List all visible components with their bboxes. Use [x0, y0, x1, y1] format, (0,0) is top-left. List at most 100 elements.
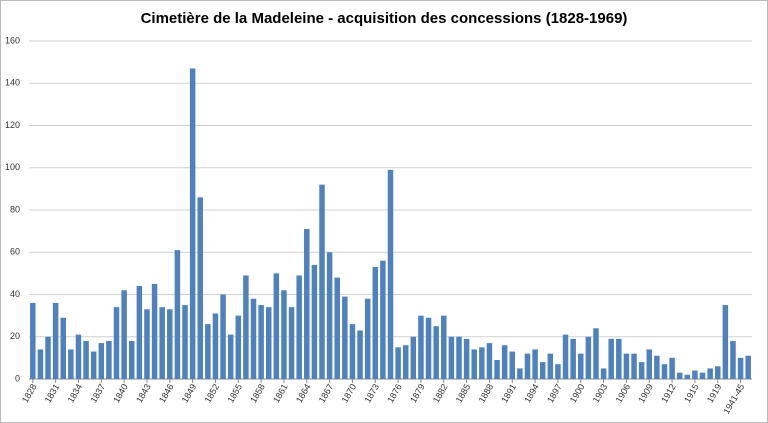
bar: [60, 317, 66, 379]
y-tick-label: 60: [10, 247, 20, 257]
bar: [159, 307, 165, 379]
bar: [715, 366, 721, 379]
bar: [243, 275, 249, 379]
bar: [684, 374, 691, 379]
bar: [349, 324, 356, 379]
bar: [304, 229, 310, 379]
bar: [539, 362, 546, 379]
bar: [37, 349, 44, 379]
bar: [479, 347, 485, 379]
bar: [212, 313, 219, 379]
bar: [555, 364, 561, 379]
bar: [167, 309, 173, 379]
bar: [532, 349, 538, 379]
chart-title: Cimetière de la Madeleine - acquisition …: [141, 10, 628, 27]
bar: [75, 334, 82, 379]
bar: [402, 345, 409, 379]
bar: [136, 286, 143, 379]
bar: [616, 338, 622, 379]
bar: [387, 169, 394, 379]
bar: [623, 353, 630, 379]
bar: [570, 338, 576, 379]
bar: [410, 336, 417, 379]
bar: [676, 372, 683, 379]
bar: [608, 338, 614, 379]
bar: [654, 355, 660, 379]
bar: [433, 326, 439, 379]
bar: [121, 290, 127, 379]
bar: [129, 340, 135, 379]
bar: [45, 336, 51, 379]
bar: [562, 334, 569, 379]
bar: [319, 184, 325, 379]
bar: [692, 370, 698, 379]
bar: [722, 305, 729, 379]
bar: [669, 357, 675, 379]
bar: [471, 349, 477, 379]
bar: [182, 305, 188, 379]
bar: [197, 197, 203, 379]
bar: [334, 277, 340, 379]
bar: [441, 315, 447, 379]
bar: [281, 290, 287, 379]
bar: [68, 349, 74, 379]
bar: [30, 302, 36, 379]
bar: [189, 68, 196, 380]
bar: [517, 368, 523, 379]
y-tick-label: 40: [10, 289, 20, 299]
bar: [311, 264, 318, 379]
bar: [524, 353, 531, 379]
y-tick-label: 80: [10, 204, 20, 214]
bar: [425, 317, 432, 379]
y-tick-label: 100: [5, 162, 20, 172]
bar: [342, 296, 348, 379]
bar: [83, 340, 89, 379]
bar: [418, 315, 424, 379]
bar: [288, 307, 295, 379]
bar: [144, 309, 150, 379]
y-tick-label: 120: [5, 120, 20, 130]
bar: [364, 298, 371, 379]
bar: [448, 336, 455, 379]
bar: [593, 328, 599, 379]
bar: [509, 351, 516, 379]
bar: [90, 351, 97, 379]
bar: [380, 260, 386, 379]
bar: [258, 305, 264, 379]
bar: [631, 353, 637, 379]
bar: [326, 252, 333, 379]
bar: [273, 273, 280, 379]
bar: [578, 353, 584, 379]
bar: [52, 302, 59, 379]
bar: [220, 294, 226, 379]
bar: [585, 336, 592, 379]
bar: [174, 250, 181, 379]
bar: [98, 343, 105, 379]
bar: [745, 355, 751, 379]
y-tick-label: 140: [5, 78, 20, 88]
bar: [600, 368, 607, 379]
bar: [151, 283, 158, 379]
bar: [646, 349, 652, 379]
bar: [106, 340, 112, 379]
bar: [395, 347, 401, 379]
bar: [730, 340, 736, 379]
bar: [205, 324, 211, 379]
bar: [227, 334, 234, 379]
bar: [494, 359, 500, 379]
bar: [463, 338, 470, 379]
bar: [456, 336, 462, 379]
bar: [501, 345, 508, 379]
bar: [547, 353, 554, 379]
y-tick-label: 0: [15, 373, 20, 383]
bar: [372, 267, 379, 379]
bar: [113, 307, 120, 379]
bar: [296, 275, 302, 379]
bar: [699, 372, 706, 379]
bar: [661, 364, 668, 379]
bar: [638, 362, 645, 379]
bar: [486, 343, 493, 379]
bar: [707, 368, 713, 379]
y-tick-label: 160: [5, 35, 20, 45]
